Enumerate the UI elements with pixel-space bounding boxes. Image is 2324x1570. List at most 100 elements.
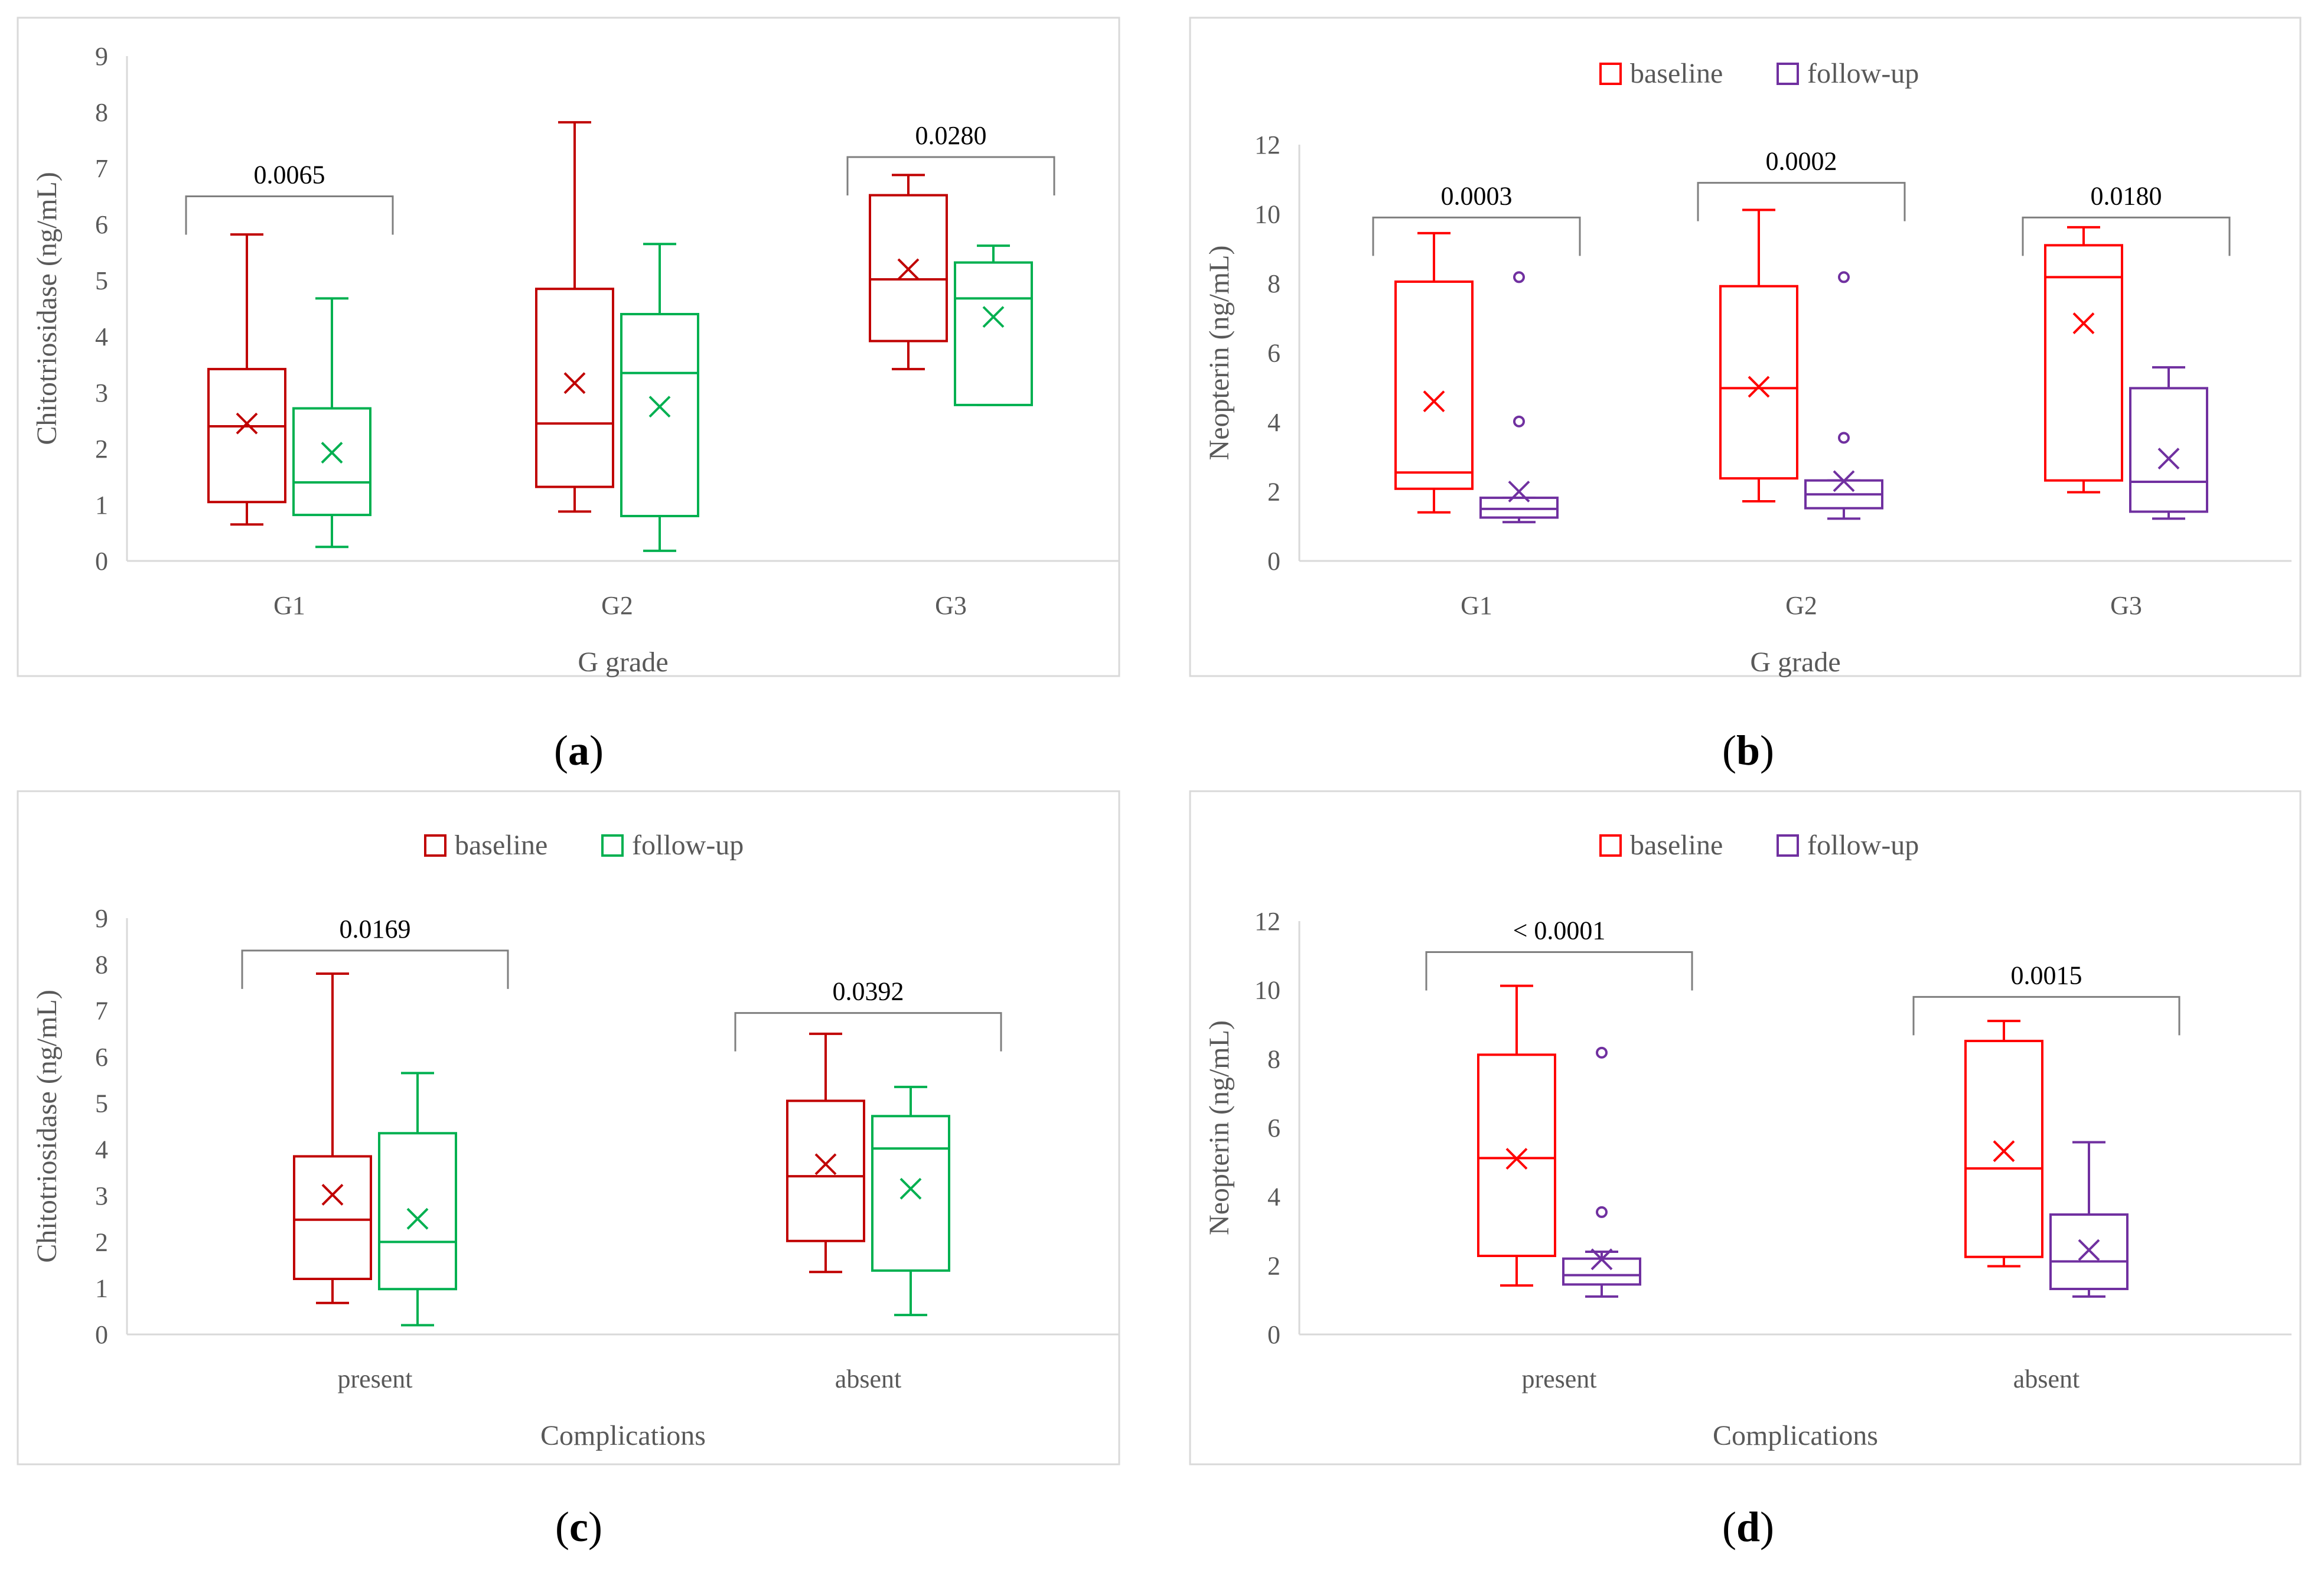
caption-paren-close: ) [1760, 727, 1774, 774]
y-axis-title: Neopterin (ng/mL) [1204, 246, 1235, 461]
significance-bracket [734, 1012, 1002, 1052]
y-tick-label: 2 [1267, 478, 1280, 507]
caption-letter: c [569, 1503, 588, 1551]
caption-paren-open: ( [554, 727, 568, 774]
y-tick-label: 3 [95, 378, 108, 407]
x-tick-label: absent [835, 1365, 901, 1393]
mean-marker [897, 258, 920, 280]
box-iqr [871, 1115, 950, 1272]
box-baseline-present [293, 972, 372, 1304]
legend-swatch-baseline [1599, 834, 1622, 857]
legend-label: baseline [1630, 58, 1723, 89]
x-axis-title: G grade [1750, 647, 1840, 678]
box-baseline-G3 [2044, 226, 2123, 494]
chart-panel-c: 0 1 2 3 4 5 6 7 8 9 Chitotriosidase (ng/mL) present… [17, 790, 1120, 1465]
x-axis-title: G grade [578, 647, 668, 678]
y-tick-label: 4 [95, 1135, 108, 1164]
y-tick-label: 0 [1267, 547, 1280, 576]
y-tick-label: 5 [95, 1089, 108, 1118]
box-follow-up-present [1562, 1046, 1641, 1298]
box-baseline-G2 [535, 121, 614, 513]
mean-marker [1423, 390, 1445, 413]
significance-bracket [241, 949, 509, 989]
panel-caption: (a) [554, 727, 604, 774]
x-tick-label: G3 [2110, 591, 2142, 620]
legend-swatch-follow-up [601, 834, 624, 857]
legend-label: follow-up [632, 830, 744, 861]
mean-marker [1505, 1148, 1528, 1170]
legend-label: follow-up [1807, 58, 1919, 89]
box-iqr [535, 288, 614, 488]
mean-marker [321, 1184, 344, 1206]
x-tick-label: G2 [1785, 591, 1817, 620]
box-follow-up-G3 [2129, 366, 2208, 520]
box-iqr [2049, 1213, 2129, 1290]
box-iqr [2044, 244, 2123, 482]
y-tick-label: 5 [95, 266, 108, 295]
y-tick-label: 12 [1254, 130, 1280, 159]
panel-caption: (b) [1722, 727, 1774, 774]
mean-marker [982, 306, 1005, 328]
y-tick-label: 1 [95, 491, 108, 520]
y-tick-label: 10 [1254, 200, 1280, 229]
outlier-point [1513, 415, 1525, 427]
significance-bracket [2022, 216, 2231, 256]
significance-bracket [846, 156, 1055, 195]
mean-marker [563, 372, 586, 394]
mean-marker [321, 442, 343, 464]
caption-paren-open: ( [1722, 1503, 1736, 1551]
box-baseline-G3 [869, 174, 948, 371]
y-tick-label: 4 [95, 322, 108, 351]
y-tick-label: 0 [1267, 1320, 1280, 1349]
mean-marker [1833, 470, 1855, 492]
y-axis-title: Chitotriosidase (ng/mL) [31, 172, 63, 445]
legend-swatch-baseline [424, 834, 446, 857]
box-follow-up-G1 [292, 297, 371, 549]
legend-swatch-baseline [1599, 63, 1622, 85]
box-baseline-G1 [1394, 231, 1474, 514]
significance-bracket [1912, 995, 2180, 1036]
box-iqr [954, 261, 1033, 406]
mean-marker [899, 1177, 922, 1200]
mean-marker [1748, 376, 1770, 398]
significance-bracket [1372, 216, 1581, 256]
x-tick-label: present [337, 1365, 412, 1393]
p-value-label: 0.0392 [833, 977, 904, 1006]
y-tick-label: 2 [95, 435, 108, 464]
p-value-label: 0.0002 [1766, 147, 1837, 176]
chart-panel-a: 0 1 2 3 4 5 6 7 8 9 Chitotriosidase (ng/mL) G1 G2 G3 G… [17, 17, 1120, 678]
box-follow-up-present [378, 1072, 457, 1327]
box-iqr [378, 1132, 457, 1291]
p-value-label: 0.0169 [340, 915, 411, 944]
outlier-point [1596, 1206, 1608, 1218]
p-value-label: 0.0280 [915, 121, 987, 150]
y-tick-label: 9 [95, 42, 108, 71]
box-follow-up-G2 [1804, 271, 1883, 520]
chart-panel-d: 0 2 4 6 8 10 12 Neopterin (ng/mL) present absent C… [1189, 790, 2302, 1465]
box-iqr [293, 1155, 372, 1280]
y-tick-label: 6 [95, 210, 108, 239]
box-iqr [1719, 285, 1798, 480]
y-tick-label: 4 [1267, 1183, 1280, 1212]
x-tick-label: present [1521, 1365, 1596, 1393]
x-tick-label: G2 [601, 591, 633, 620]
p-value-label: 0.0003 [1441, 181, 1513, 210]
x-tick-label: G1 [273, 591, 305, 620]
caption-paren-close: ) [1760, 1503, 1774, 1551]
y-tick-label: 1 [95, 1274, 108, 1303]
mean-marker [648, 396, 671, 418]
legend-swatch-follow-up [1777, 834, 1799, 857]
mean-marker [236, 412, 258, 435]
caption-paren-open: ( [1722, 727, 1736, 774]
caption-letter: b [1736, 727, 1760, 774]
x-tick-label: absent [2013, 1365, 2079, 1393]
y-tick-label: 10 [1254, 976, 1280, 1005]
significance-bracket [185, 195, 394, 235]
caption-letter: d [1736, 1503, 1760, 1551]
box-baseline-present [1477, 984, 1556, 1287]
y-tick-label: 0 [95, 547, 108, 576]
p-value-label: 0.0065 [254, 161, 325, 190]
box-iqr [292, 407, 371, 517]
box-follow-up-G1 [1479, 271, 1559, 524]
